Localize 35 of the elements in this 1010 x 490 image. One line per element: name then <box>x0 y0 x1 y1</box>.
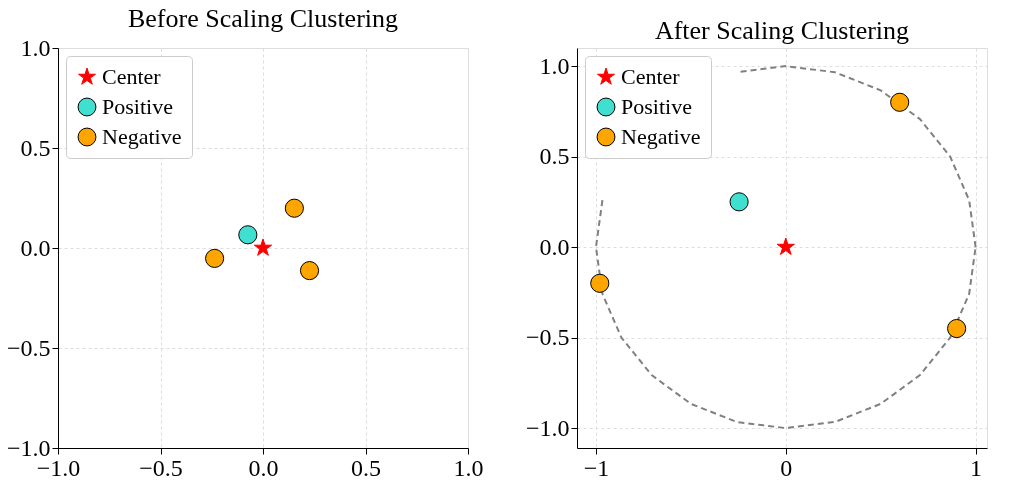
y-tick-label: −1.0 <box>6 434 51 461</box>
legend-label: Negative <box>102 124 182 149</box>
x-tick-label: 1.0 <box>453 454 484 481</box>
point <box>299 261 320 281</box>
point <box>590 273 610 293</box>
x-tick-label: −1 <box>583 454 610 481</box>
x-tick-label: 0.0 <box>248 454 279 481</box>
y-tick-label: −1.0 <box>525 414 570 441</box>
x-tick-label: 1 <box>970 454 983 481</box>
y-tick-label: 0.5 <box>20 134 51 161</box>
point <box>205 248 225 268</box>
point <box>238 225 258 245</box>
x-tick-label: −0.5 <box>139 454 183 481</box>
legend-label: Negative <box>621 124 701 149</box>
x-tick-label: 0.5 <box>351 454 381 481</box>
legend-label: Positive <box>102 94 173 119</box>
y-tick-label: 0.5 <box>539 143 570 170</box>
chart-title: Before Scaling Clustering <box>127 4 399 33</box>
point <box>253 238 273 256</box>
legend-label: Center <box>621 64 681 89</box>
point <box>776 237 795 255</box>
legend-label: Positive <box>621 94 692 119</box>
point <box>284 198 304 218</box>
legend-label: Center <box>102 64 162 89</box>
point <box>890 92 910 112</box>
chart-title: After Scaling Clustering <box>654 16 910 45</box>
y-tick-label: 0.0 <box>20 234 51 261</box>
y-tick-label: −0.5 <box>6 334 51 361</box>
point <box>947 318 967 339</box>
x-tick-label: 0 <box>780 454 793 481</box>
y-tick-label: 1.0 <box>539 52 570 79</box>
y-tick-label: 1.0 <box>20 34 51 61</box>
y-tick-label: 0.0 <box>539 233 570 260</box>
y-tick-label: −0.5 <box>525 324 570 351</box>
point <box>729 192 749 212</box>
